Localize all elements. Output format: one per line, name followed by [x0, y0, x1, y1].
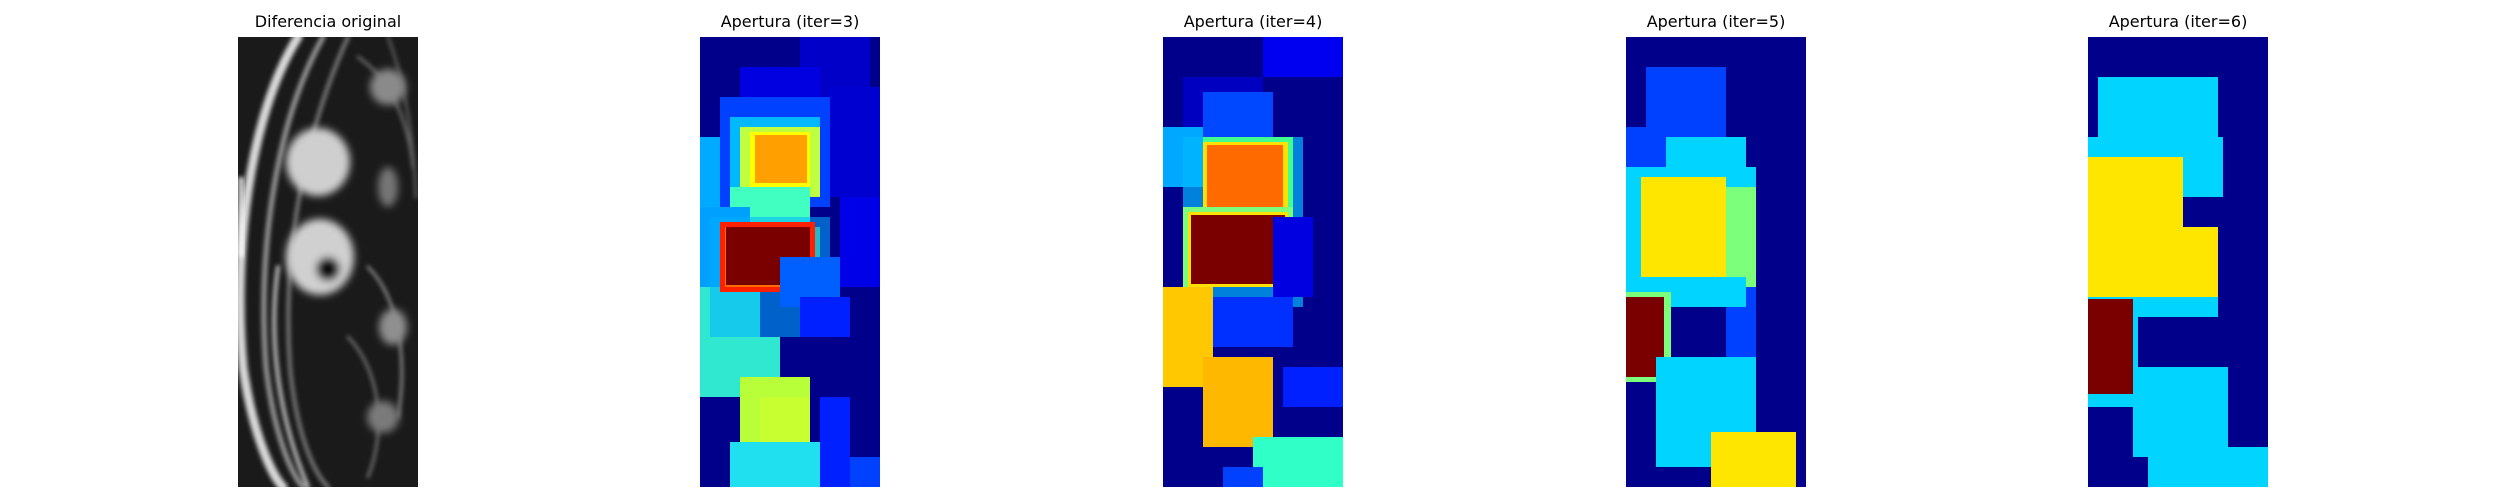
- colormap-image: [1163, 37, 1343, 487]
- colormap-image: [700, 37, 880, 487]
- panel-title: Apertura (iter=5): [1646, 12, 1786, 31]
- panel-title: Apertura (iter=6): [2108, 12, 2248, 31]
- panel-title: Apertura (iter=4): [1183, 12, 1323, 31]
- panel-title: Apertura (iter=3): [720, 12, 860, 31]
- colormap-image: [2088, 37, 2268, 487]
- panel-title: Diferencia original: [254, 12, 402, 31]
- colormap-image: [1626, 37, 1806, 487]
- grayscale-image: [238, 37, 418, 487]
